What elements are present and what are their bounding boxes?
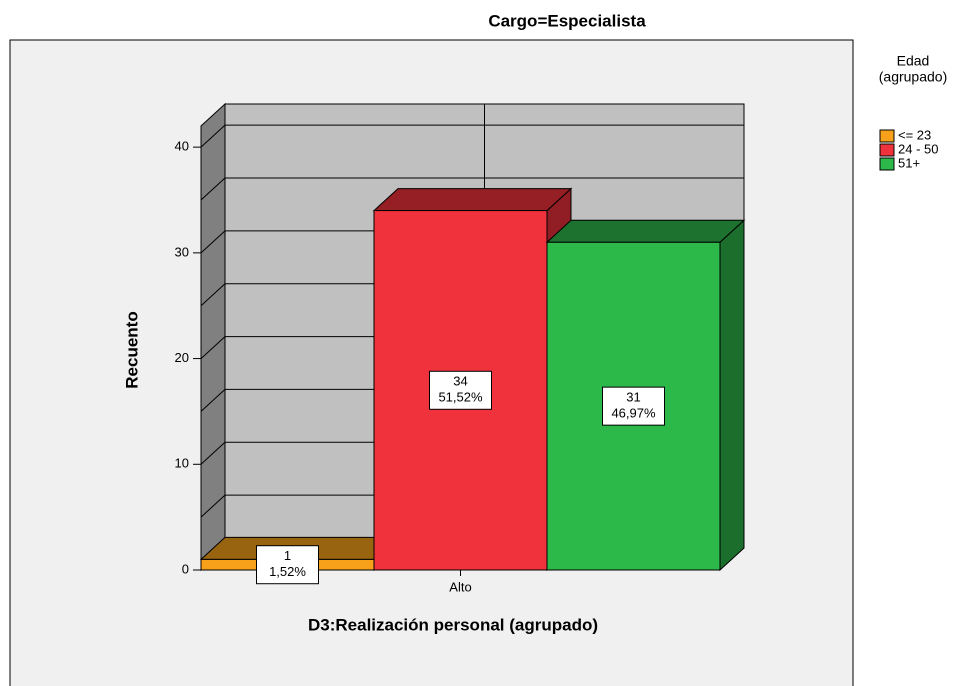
minor-grid-line <box>200 177 226 201</box>
grid-line <box>200 441 226 465</box>
y-tick-label: 20 <box>175 350 189 365</box>
legend-label: <= 23 <box>898 127 931 142</box>
grid-line <box>200 124 226 148</box>
bar-top <box>372 188 573 212</box>
minor-grid-line <box>200 283 226 307</box>
value-label: 1 <box>284 548 291 563</box>
value-label: 34 <box>453 374 467 389</box>
minor-grid-line <box>200 389 226 412</box>
grid-line <box>200 336 226 359</box>
y-tick-label: 30 <box>175 244 189 259</box>
legend-label: 24 - 50 <box>898 141 938 156</box>
minor-grid-line <box>200 494 226 518</box>
bar <box>373 210 548 571</box>
percent-label: 1,52% <box>269 564 306 579</box>
x-tick-label: Alto <box>449 579 471 594</box>
y-axis-label: Recuento <box>122 311 141 388</box>
chart-title: Cargo=Especialista <box>488 11 646 30</box>
value-label-box <box>256 545 319 585</box>
legend-title: (agrupado) <box>879 69 948 85</box>
side-wall <box>200 102 226 572</box>
bar-top <box>545 219 746 243</box>
value-label: 31 <box>626 390 640 405</box>
value-label-box <box>429 370 492 410</box>
x-axis-label: D3:Realización personal (agrupado) <box>308 615 598 634</box>
legend-label: 51+ <box>898 155 920 170</box>
percent-label: 51,52% <box>438 390 483 405</box>
y-tick-label: 10 <box>175 456 189 471</box>
y-tick-label: 40 <box>175 139 189 154</box>
percent-label: 46,97% <box>611 406 656 421</box>
legend-swatch <box>879 157 895 171</box>
value-label-box <box>602 386 665 426</box>
legend-title: Edad <box>897 53 930 69</box>
grid-line <box>200 230 226 254</box>
legend-swatch <box>879 129 895 143</box>
bar-side <box>719 219 745 572</box>
y-tick-label: 0 <box>182 561 189 576</box>
legend-swatch <box>879 143 895 157</box>
